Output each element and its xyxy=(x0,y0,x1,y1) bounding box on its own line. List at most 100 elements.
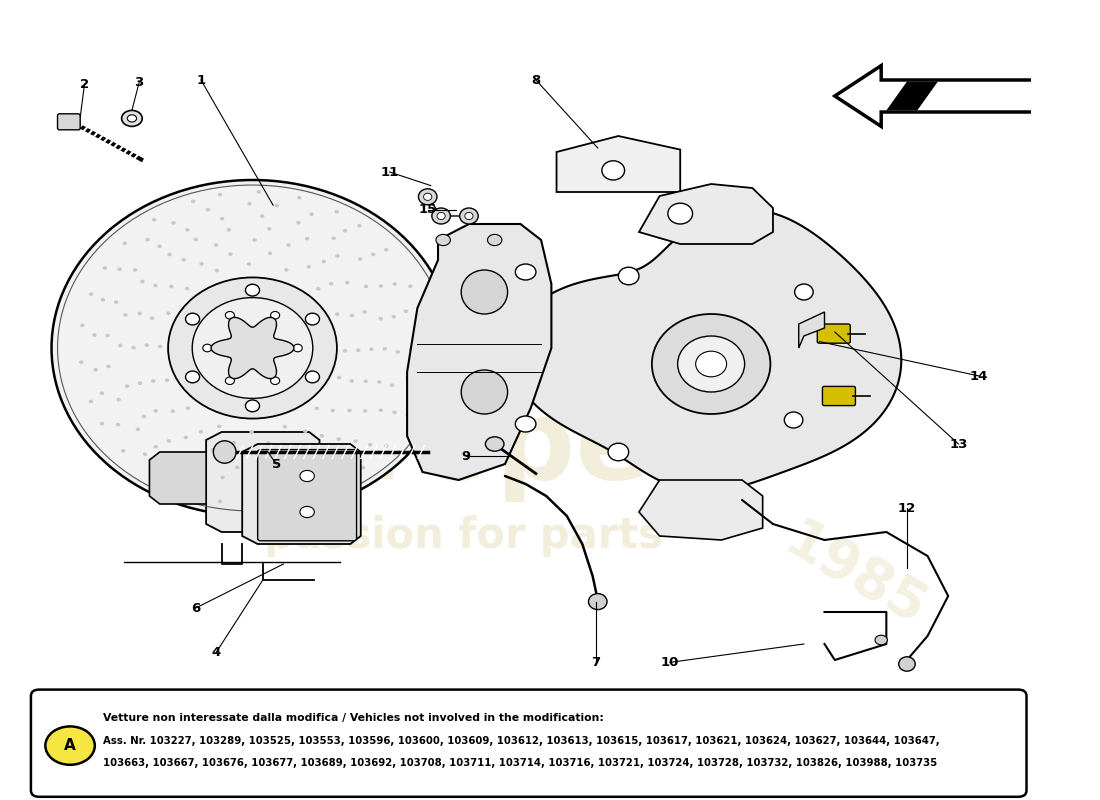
FancyBboxPatch shape xyxy=(57,114,80,130)
Text: 2: 2 xyxy=(80,78,89,90)
Ellipse shape xyxy=(220,217,224,221)
Ellipse shape xyxy=(608,443,629,461)
Ellipse shape xyxy=(336,254,340,258)
Ellipse shape xyxy=(393,410,397,414)
Ellipse shape xyxy=(297,497,301,500)
Text: 8: 8 xyxy=(531,74,540,86)
Ellipse shape xyxy=(107,365,111,368)
Ellipse shape xyxy=(213,441,236,463)
Ellipse shape xyxy=(138,312,142,315)
Ellipse shape xyxy=(186,313,199,325)
Text: 5: 5 xyxy=(272,458,280,470)
Ellipse shape xyxy=(333,483,338,486)
Ellipse shape xyxy=(234,333,271,363)
Ellipse shape xyxy=(349,459,353,463)
Ellipse shape xyxy=(274,489,278,493)
Ellipse shape xyxy=(306,313,319,325)
Ellipse shape xyxy=(461,370,507,414)
Polygon shape xyxy=(835,66,1077,126)
Ellipse shape xyxy=(309,212,313,216)
Ellipse shape xyxy=(158,345,163,348)
Ellipse shape xyxy=(618,267,639,285)
Ellipse shape xyxy=(384,444,388,448)
Ellipse shape xyxy=(245,400,260,412)
Ellipse shape xyxy=(226,311,234,319)
Ellipse shape xyxy=(199,262,204,266)
Ellipse shape xyxy=(337,376,341,379)
Ellipse shape xyxy=(406,414,410,418)
Ellipse shape xyxy=(267,227,272,230)
Ellipse shape xyxy=(206,208,210,211)
Text: 14: 14 xyxy=(970,370,988,382)
Ellipse shape xyxy=(678,336,745,392)
Ellipse shape xyxy=(256,190,261,194)
Ellipse shape xyxy=(157,245,162,248)
Ellipse shape xyxy=(182,489,186,493)
Ellipse shape xyxy=(404,310,408,313)
Ellipse shape xyxy=(122,242,127,246)
FancyBboxPatch shape xyxy=(257,450,356,541)
Ellipse shape xyxy=(392,315,396,318)
Ellipse shape xyxy=(432,208,450,224)
Ellipse shape xyxy=(116,422,120,426)
Ellipse shape xyxy=(227,228,231,232)
Ellipse shape xyxy=(135,427,140,431)
Polygon shape xyxy=(52,180,253,516)
Ellipse shape xyxy=(378,284,383,288)
Ellipse shape xyxy=(218,499,222,503)
Ellipse shape xyxy=(370,347,374,351)
Ellipse shape xyxy=(253,454,257,458)
Ellipse shape xyxy=(383,347,387,350)
Ellipse shape xyxy=(364,285,368,288)
Ellipse shape xyxy=(246,262,251,266)
Ellipse shape xyxy=(406,376,410,380)
Ellipse shape xyxy=(89,292,94,296)
Text: 15: 15 xyxy=(419,203,437,216)
Ellipse shape xyxy=(300,506,315,518)
Ellipse shape xyxy=(165,378,169,382)
Ellipse shape xyxy=(487,234,502,246)
Ellipse shape xyxy=(377,380,382,384)
Ellipse shape xyxy=(304,430,308,433)
Ellipse shape xyxy=(152,474,156,478)
Ellipse shape xyxy=(217,425,221,428)
Ellipse shape xyxy=(144,343,150,347)
Ellipse shape xyxy=(150,316,154,320)
Ellipse shape xyxy=(214,269,219,272)
Ellipse shape xyxy=(154,445,158,449)
Ellipse shape xyxy=(465,212,473,219)
Ellipse shape xyxy=(393,282,397,286)
FancyBboxPatch shape xyxy=(31,690,1026,797)
Ellipse shape xyxy=(152,218,156,222)
Ellipse shape xyxy=(271,311,279,319)
Ellipse shape xyxy=(437,212,446,219)
Ellipse shape xyxy=(334,312,339,316)
Ellipse shape xyxy=(142,414,146,418)
Ellipse shape xyxy=(378,317,383,321)
Ellipse shape xyxy=(330,457,334,460)
Ellipse shape xyxy=(384,248,388,251)
Ellipse shape xyxy=(125,384,130,388)
Ellipse shape xyxy=(350,379,354,383)
Ellipse shape xyxy=(218,193,222,197)
Ellipse shape xyxy=(248,202,252,206)
Ellipse shape xyxy=(371,253,375,256)
Ellipse shape xyxy=(460,208,478,224)
Ellipse shape xyxy=(345,281,350,285)
Ellipse shape xyxy=(305,237,309,241)
Ellipse shape xyxy=(195,455,199,459)
Ellipse shape xyxy=(92,333,97,337)
Ellipse shape xyxy=(182,258,186,262)
Ellipse shape xyxy=(356,348,361,352)
Ellipse shape xyxy=(166,439,170,442)
Ellipse shape xyxy=(408,284,412,288)
Text: 4: 4 xyxy=(212,646,221,658)
Ellipse shape xyxy=(232,441,236,444)
Polygon shape xyxy=(557,136,680,192)
Ellipse shape xyxy=(307,265,311,269)
Ellipse shape xyxy=(321,260,326,263)
Ellipse shape xyxy=(94,368,98,372)
Text: 1985: 1985 xyxy=(776,514,936,638)
Ellipse shape xyxy=(363,409,367,413)
Ellipse shape xyxy=(79,360,84,364)
